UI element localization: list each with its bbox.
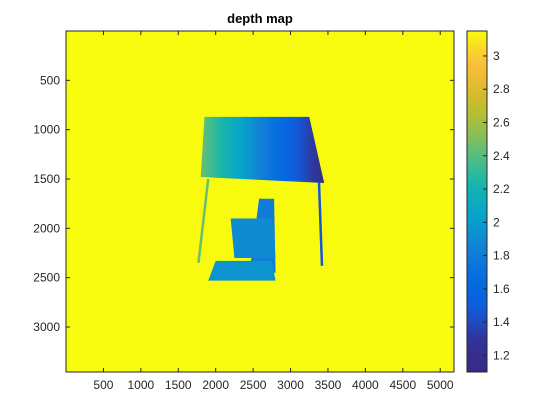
colorbar-tick-label: 1.8 [493,249,510,263]
axes-frame [65,30,455,373]
colorbar-tick-label: 2.2 [493,182,510,196]
colorbar-tick-label: 2.4 [493,149,510,163]
colorbar-tick-label: 2 [493,215,500,229]
colorbar: 1.2 1.4 1.6 1.8 2 2.2 2.4 2.6 2.8 3 [466,30,510,373]
region-right-pole [317,181,324,266]
colorbar-gradient [466,30,488,373]
y-tick-label: 1000 [33,123,60,137]
colorbar-tick-label: 1.2 [493,348,510,362]
colorbar-tick-label: 2.6 [493,115,510,129]
x-tick-label: 3000 [277,378,304,392]
colorbar-tick-label: 2.8 [493,82,510,96]
x-tick-label: 4000 [352,378,379,392]
x-axis: 500 1000 1500 2000 2500 3000 3500 4000 4500 5000 [93,31,454,392]
x-tick-label: 2000 [202,378,229,392]
chart-title: depth map [227,11,293,26]
region-bench [208,260,276,281]
x-tick-label: 4500 [389,378,416,392]
x-tick-label: 1000 [127,378,154,392]
colorbar-ticks: 1.2 1.4 1.6 1.8 2 2.2 2.4 2.6 2.8 3 [483,49,510,362]
x-tick-label: 3500 [315,378,342,392]
y-tick-label: 2500 [33,271,60,285]
x-tick-label: 1500 [165,378,192,392]
y-tick-label: 500 [40,73,60,87]
region-cloth [230,218,276,258]
plot-area [65,30,455,373]
region-roof [200,116,325,183]
y-tick-label: 1500 [33,172,60,186]
x-tick-label: 500 [93,378,113,392]
y-axis: 500 1000 1500 2000 2500 3000 [33,73,454,334]
region-left-pole [197,178,210,264]
colorbar-tick-label: 3 [493,49,500,63]
colorbar-tick-label: 1.6 [493,282,510,296]
colorbar-tick-label: 1.4 [493,315,510,329]
y-tick-label: 2000 [33,221,60,235]
x-tick-label: 5000 [427,378,454,392]
x-tick-label: 2500 [240,378,267,392]
depth-regions [197,116,325,281]
y-tick-label: 3000 [33,320,60,334]
